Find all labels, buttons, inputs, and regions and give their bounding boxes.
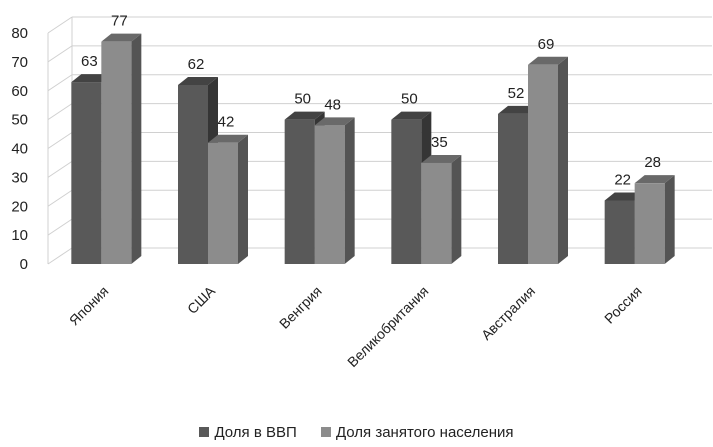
bar-s2-c2 (208, 142, 238, 264)
data-label-s2-c4: 35 (431, 134, 448, 151)
y-tick-label-80: 80 (11, 25, 28, 42)
gridline-diag-70 (47, 45, 73, 63)
data-label-s1-c3: 50 (294, 91, 311, 108)
bar-s1-c4 (391, 119, 422, 264)
gridline-diag-20 (47, 189, 73, 207)
legend-label-series-1: Доля в ВВП (214, 424, 297, 441)
legend: Доля в ВВП Доля занятого населения (0, 424, 713, 441)
y-tick-label-20: 20 (11, 198, 28, 215)
gridline-diag-30 (47, 160, 73, 178)
bar-top-s2-c3 (314, 117, 355, 126)
gridline-diag-40 (47, 132, 73, 149)
data-label-s2-c2: 42 (218, 114, 235, 131)
bar-top-s2-c2 (208, 134, 248, 143)
bar-top-s2-c5 (528, 56, 568, 65)
category-label-5: Австралия (478, 283, 538, 343)
bar-side-s2-c2 (238, 134, 248, 264)
category-label-4: Великобритания (344, 283, 431, 370)
data-label-s1-c5: 52 (508, 85, 525, 102)
y-tick-label-10: 10 (11, 227, 28, 244)
bar-s2-c5 (528, 64, 558, 264)
bar-side-s2-c1 (131, 33, 142, 264)
bar-s2-c6 (634, 183, 665, 264)
legend-label-series-2: Доля занятого населения (335, 424, 514, 441)
data-label-s1-c1: 63 (81, 53, 98, 70)
data-label-s1-c4: 50 (401, 91, 418, 108)
data-label-s1-c2: 62 (188, 56, 205, 73)
bar-s1-c3 (284, 119, 315, 264)
gridline-diag-10 (47, 218, 73, 236)
bar-top-s2-c4 (421, 154, 462, 163)
category-label-3: Венгрия (276, 283, 325, 332)
gridline-diag-60 (47, 74, 73, 92)
y-tick-label-70: 70 (11, 54, 28, 71)
y-tick-label-0: 0 (20, 256, 28, 273)
legend-item-series-2: Доля занятого населения (320, 424, 514, 441)
y-tick-label-50: 50 (11, 112, 28, 129)
bar-top-s2-c6 (634, 175, 675, 184)
data-label-s2-c3: 48 (324, 96, 341, 113)
y-tick-label-40: 40 (11, 141, 28, 158)
gridline-diag-80 (47, 16, 73, 34)
data-label-s2-c6: 28 (644, 154, 661, 171)
data-label-s2-c1: 77 (111, 13, 128, 30)
bar-side-s2-c3 (344, 117, 355, 265)
legend-swatch-series-1 (199, 427, 210, 437)
chart-svg: 0 10 20 30 40 50 60 70 80 63 77 Япония 62 42 США 50 48 Ве… (11, 13, 712, 370)
category-label-6: Россия (601, 283, 645, 327)
legend-swatch-series-2 (320, 427, 331, 437)
legend-item-series-1: Доля в ВВП (199, 424, 297, 441)
y-tick-label-60: 60 (11, 83, 28, 100)
bar-s1-c6 (604, 200, 635, 264)
bar-s2-c1 (101, 41, 132, 264)
bar-top-s1-c2 (178, 76, 218, 85)
data-label-s2-c5: 69 (538, 36, 555, 53)
data-label-s1-c6: 22 (614, 171, 631, 188)
bar-s2-c4 (421, 162, 452, 264)
bar-top-s1-c3 (284, 111, 325, 120)
bar-side-s2-c5 (558, 56, 568, 265)
bar-side-s2-c4 (451, 154, 462, 264)
gridline-diag-0 (47, 247, 73, 265)
category-label-1: Япония (66, 283, 112, 329)
category-label-2: США (184, 282, 219, 317)
bar-top-s2-c1 (101, 33, 142, 42)
bar-s2-c3 (314, 125, 345, 265)
bar-s1-c5 (498, 113, 528, 264)
bar-top-s1-c4 (391, 111, 432, 120)
bar-side-s2-c6 (664, 175, 675, 264)
y-tick-label-30: 30 (11, 169, 28, 186)
bar-s1-c1 (71, 82, 102, 265)
bar-s1-c2 (178, 84, 208, 264)
gridline-diag-50 (47, 103, 73, 121)
